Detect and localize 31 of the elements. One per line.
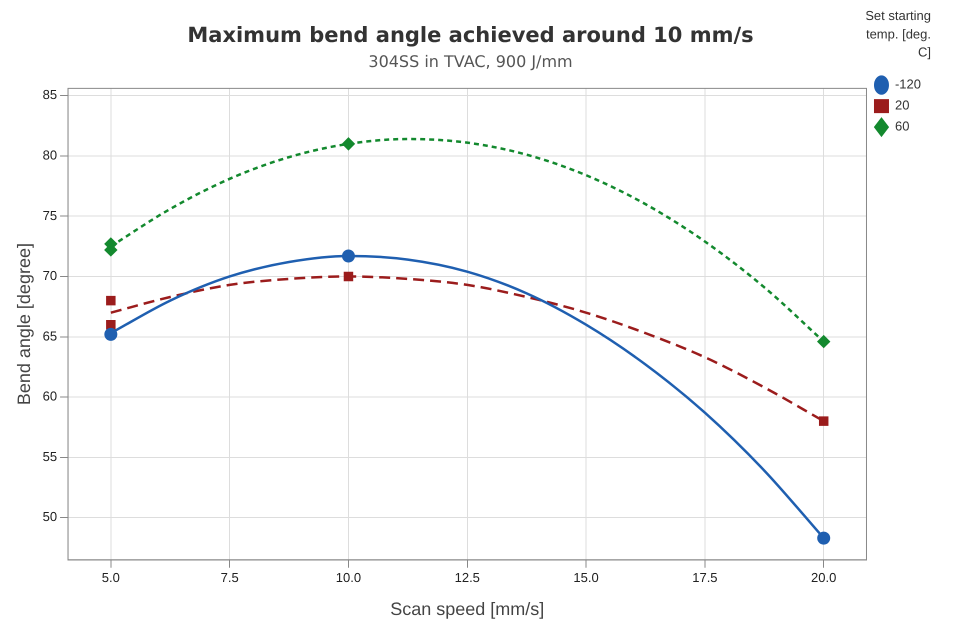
point [344,272,354,282]
x-tick-label: 10.0 [336,570,362,586]
y-tick-label: 80 [42,147,58,162]
legend-label: 20 [894,98,910,113]
y-tick-label: 75 [42,208,58,223]
point [817,335,830,348]
point [106,296,116,306]
point [818,416,828,426]
y-tick-label: 65 [42,328,58,344]
x-axis-title: Scan speed [mm/s] [390,599,544,620]
x-tick-label: 12.5 [454,570,480,586]
chart-title: Maximum bend angle achieved around 10 mm/s [187,23,754,48]
y-tick-label: 70 [42,268,58,284]
y-tick-label: 50 [42,509,58,524]
point [817,532,830,545]
legend-label: -120 [894,76,922,92]
legend-label: 60 [894,118,910,134]
point [104,328,118,341]
x-tick-label: 17.5 [692,570,718,586]
x-tick-label: 15.0 [573,570,599,586]
y-axis-title: Bend angle [degree] [14,243,34,406]
point [106,320,116,330]
y-tick-label: 85 [42,87,58,102]
y-tick-label: 60 [42,388,58,404]
chart-subtitle: 304SS in TVAC, 900 J/mm [368,52,573,71]
point [342,137,355,150]
point [342,249,355,262]
y-tick-label: 55 [42,448,58,464]
x-tick-label: 20.0 [811,570,836,586]
x-tick-label: 5.0 [102,570,120,586]
x-tick-label: 7.5 [220,570,239,586]
